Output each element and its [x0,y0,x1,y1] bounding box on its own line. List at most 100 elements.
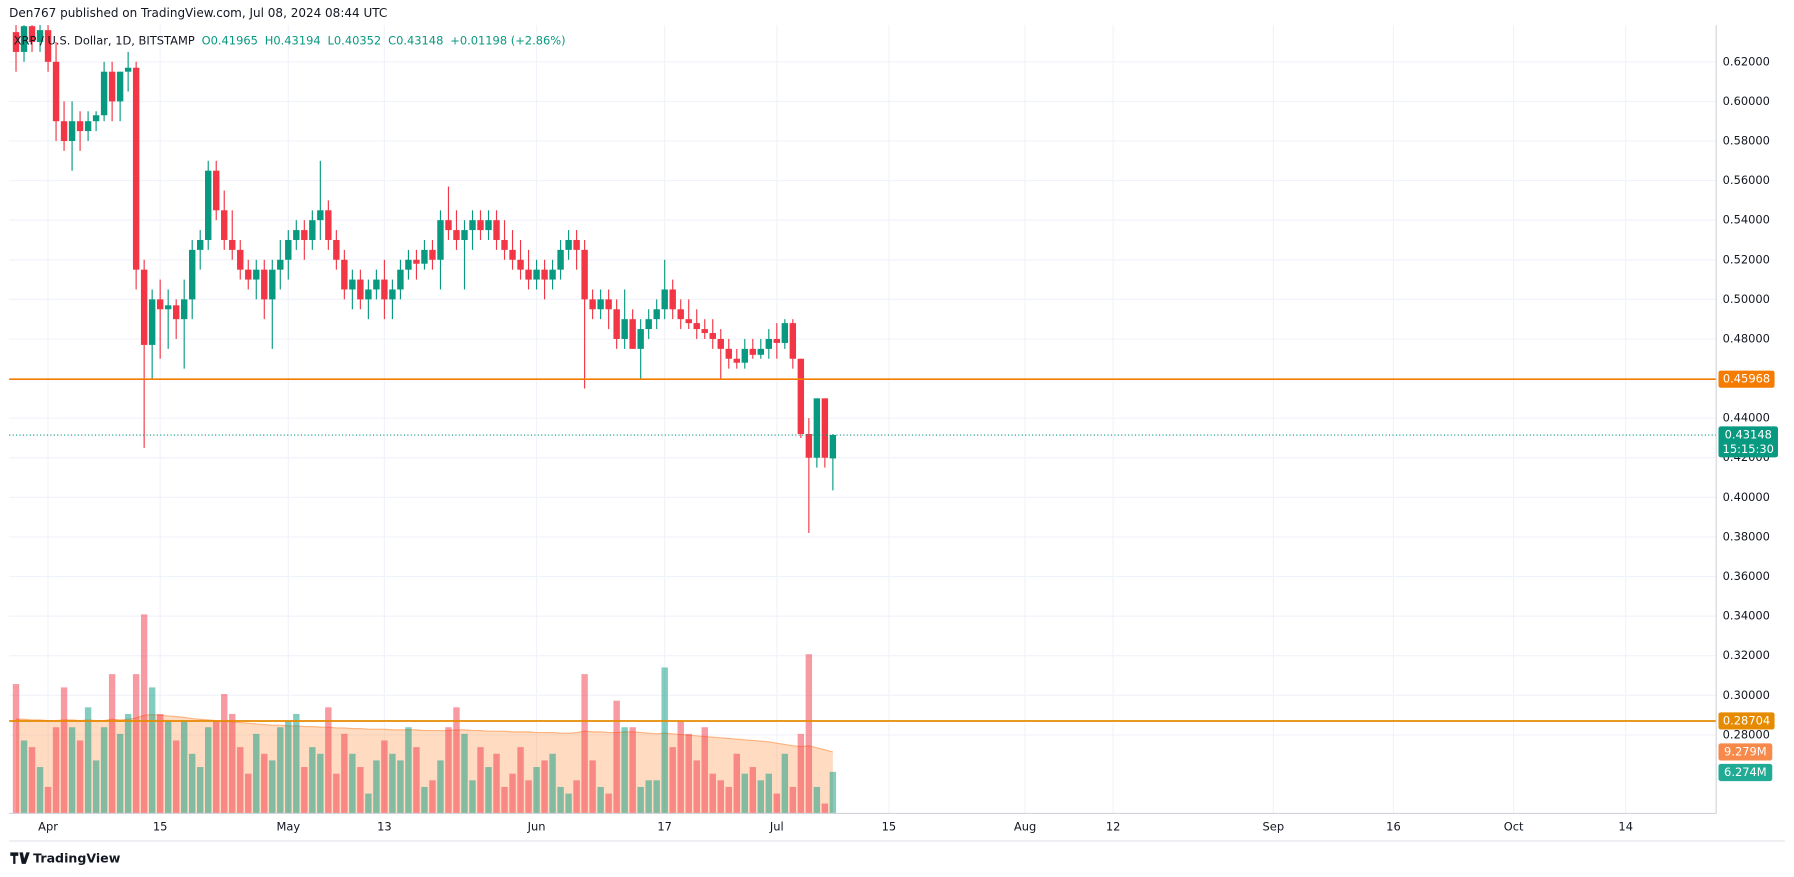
legend-value: O0.41965 [202,34,258,48]
volume-bar [757,780,765,814]
candle-body [269,269,276,300]
candle-body [333,239,340,260]
candle-body [188,249,196,300]
volume-bar [421,786,428,814]
volume-bar [613,700,620,814]
candle-body [349,279,356,290]
volume-bar [621,727,628,814]
volume-bar [573,780,580,814]
volume-bar [60,687,68,814]
volume-bar [733,753,740,814]
volume-bar [269,760,276,814]
candle-body [541,269,548,280]
candle-body [68,121,76,141]
volume-bar [277,727,284,814]
candle-body [389,289,396,300]
y-tick-label: 0.36000 [1723,569,1770,583]
legend-symbol: XRP / U.S. Dollar, 1D, BITSTAMP [14,34,195,48]
candle-body [100,71,108,116]
candle-body [229,239,236,250]
candle-body [789,323,797,359]
level-tag [1718,712,1775,730]
candle-body [205,170,212,240]
candle-body [44,30,52,62]
candle-body [172,305,180,320]
legend-value: C0.43148 [388,34,443,48]
volume-bar [188,753,196,814]
candle-body [701,329,708,334]
candle-body [453,230,460,240]
footer-logo: TradingView [33,851,121,866]
candle-body [429,249,436,260]
candle-body [397,269,404,290]
volume-bar [253,733,260,814]
candle-body [709,333,716,339]
candle-body [148,299,156,345]
volume-bar [445,727,452,814]
volume-bar [180,720,188,814]
x-tick-label: Jul [769,820,784,834]
candle-body [813,398,821,458]
candle-body [261,269,268,300]
volume-bar [517,747,524,814]
level-tag-label: 0.28704 [1723,713,1770,727]
candle-body [653,309,660,320]
candle-body [245,269,252,280]
candle-body [805,433,813,458]
candle-body [116,71,124,102]
candle-body [493,220,500,240]
candle-body [613,309,620,339]
volume-bar [68,727,76,814]
candle-body [84,121,92,132]
volume-bar [325,707,332,814]
volume-bar [557,786,564,814]
volume-bar [373,760,380,814]
legend-value: +0.01198 (+2.86%) [450,34,565,48]
volume-bar [493,753,500,814]
candle-body [797,358,805,434]
y-tick-label: 0.54000 [1723,213,1770,227]
volume-bar [541,760,548,814]
candle-body [685,319,692,324]
candle-body [605,299,612,310]
volume-bar [148,687,156,814]
candle-body [677,309,684,320]
candle-body [581,249,588,300]
candle-body [629,319,636,349]
volume-bar [749,767,756,814]
volume-bar [301,767,308,814]
candle-body [92,115,100,122]
candle-body [413,259,420,264]
volume-bar [221,694,228,814]
volume-bar [405,727,412,814]
candle-body [301,230,308,240]
candle-body [821,398,829,458]
volume-bar [164,720,172,814]
volume-bar [124,713,132,814]
volume-bar [245,773,252,814]
legend-value: L0.40352 [328,34,382,48]
candle-body [565,239,572,250]
y-tick-label: 0.38000 [1723,529,1770,543]
volume-bar [349,753,356,814]
level-tag-label: 0.45968 [1723,372,1770,386]
x-tick-label: 15 [153,820,168,834]
volume-bar [28,747,36,814]
candle-body [60,121,68,141]
x-tick-label: 16 [1386,820,1401,834]
candle-body [669,289,676,310]
volume-bar [381,740,388,814]
candle-body [285,239,292,260]
volume-bar [549,753,556,814]
candle-body [829,435,837,459]
volume-bar [213,720,220,814]
volume-bar [589,760,596,814]
candle-body [156,299,164,310]
y-tick-label: 0.40000 [1723,490,1770,504]
candle-body [549,269,556,280]
volume-bar [108,674,116,814]
candle-body [317,210,324,221]
volume-bar [685,733,692,814]
volume-ma-tag-label: 9.279M [1724,744,1767,758]
volume-bar [821,803,829,814]
